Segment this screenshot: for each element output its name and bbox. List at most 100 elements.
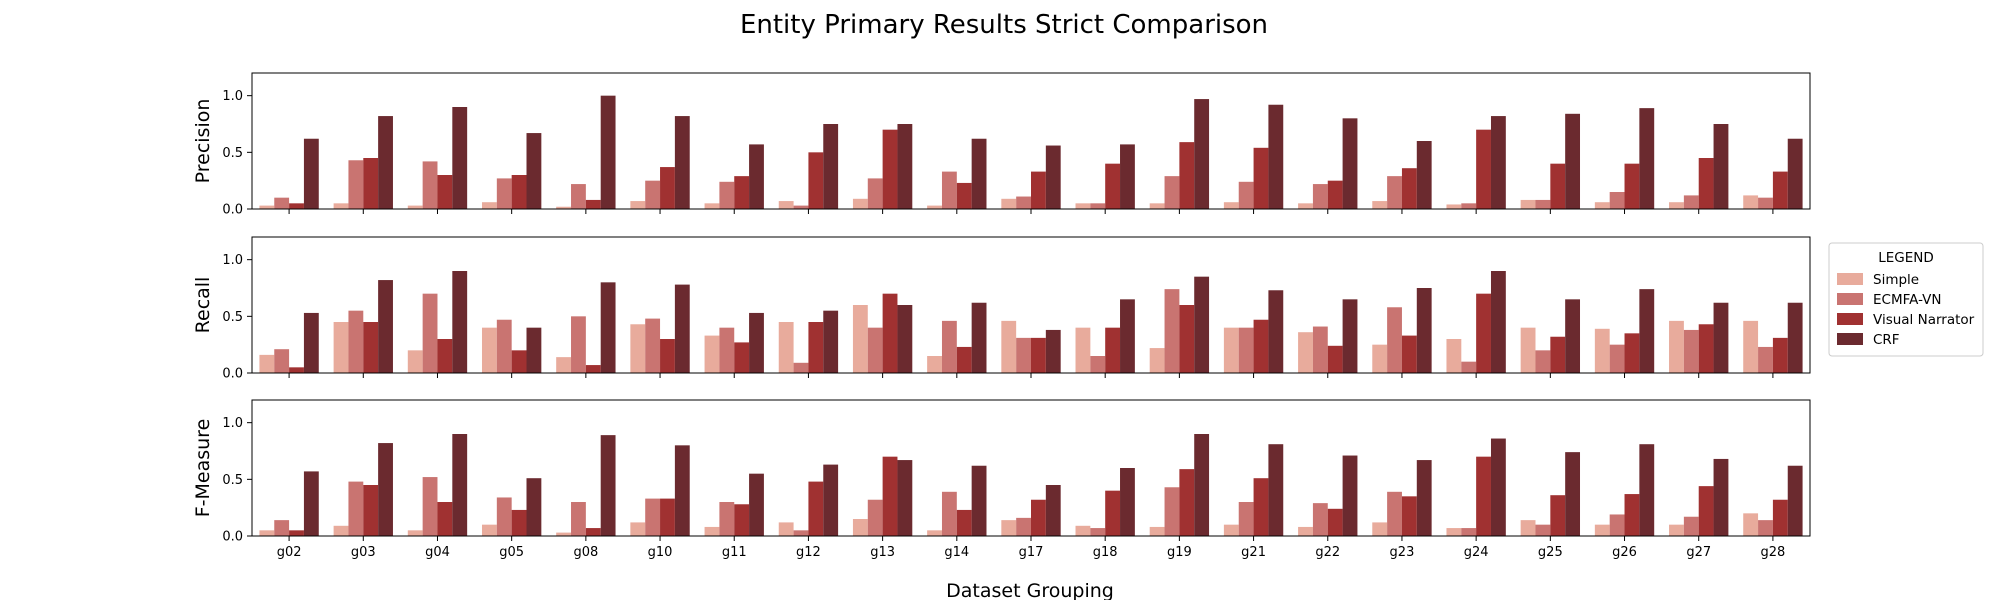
bar-recall-g27-3 bbox=[1713, 302, 1729, 373]
bar-f-measure-g18-0 bbox=[1075, 525, 1091, 536]
bar-precision-g02-0 bbox=[259, 205, 275, 209]
bar-recall-g05-0 bbox=[481, 327, 497, 373]
bar-f-measure-g08-1 bbox=[571, 502, 586, 536]
bar-precision-g11-1 bbox=[719, 181, 735, 209]
bar-f-measure-g21-0 bbox=[1223, 524, 1239, 536]
bar-precision-g24-2 bbox=[1476, 129, 1491, 209]
bar-precision-g05-0 bbox=[481, 202, 497, 209]
panel-precision: 0.0 0.5 1.0 Precision bbox=[192, 72, 1811, 218]
bar-f-measure-g27-2 bbox=[1698, 486, 1714, 536]
y-tick-label: 0.5 bbox=[222, 473, 243, 488]
bar-recall-g10-3 bbox=[674, 284, 690, 373]
bar-f-measure-g13-2 bbox=[882, 456, 898, 536]
bar-precision-g03-3 bbox=[378, 116, 393, 209]
bar-f-measure-g08-3 bbox=[600, 435, 616, 536]
x-tick-label: g18 bbox=[1093, 545, 1118, 560]
bar-recall-g24-1 bbox=[1461, 361, 1477, 373]
legend-box bbox=[1828, 242, 1984, 357]
bar-precision-g05-1 bbox=[496, 178, 512, 209]
bar-precision-g08-0 bbox=[556, 206, 572, 209]
bar-precision-g11-3 bbox=[749, 144, 764, 209]
bar-precision-g26-3 bbox=[1639, 108, 1655, 209]
bar-f-measure-g17-3 bbox=[1045, 485, 1061, 536]
bar-precision-g08-2 bbox=[585, 199, 601, 209]
bar-precision-g23-1 bbox=[1387, 176, 1402, 209]
bar-recall-g24-0 bbox=[1446, 339, 1462, 373]
bar-f-measure-g13-3 bbox=[897, 460, 913, 536]
bar-f-measure-g10-1 bbox=[645, 498, 661, 536]
bar-precision-g28-1 bbox=[1758, 197, 1773, 209]
bar-f-measure-g05-0 bbox=[481, 524, 497, 536]
x-tick-label: g13 bbox=[870, 545, 895, 560]
x-tick-label: g04 bbox=[425, 545, 450, 560]
bar-precision-g05-3 bbox=[526, 133, 542, 209]
bar-precision-g22-3 bbox=[1342, 118, 1358, 209]
bar-recall-g19-2 bbox=[1179, 305, 1195, 373]
bar-f-measure-g22-3 bbox=[1342, 455, 1358, 536]
bar-f-measure-g02-1 bbox=[274, 520, 290, 536]
chart-legend: LEGEND Simple ECMFA-VN Visual Narrator CRF bbox=[1828, 242, 1984, 357]
bar-precision-g21-3 bbox=[1268, 104, 1284, 209]
bar-precision-g27-0 bbox=[1669, 202, 1684, 209]
bar-recall-g02-0 bbox=[259, 354, 275, 373]
bar-precision-g13-3 bbox=[897, 124, 913, 209]
bar-recall-g14-3 bbox=[971, 302, 987, 373]
bar-recall-g27-0 bbox=[1669, 320, 1684, 373]
bar-f-measure-g02-3 bbox=[303, 471, 319, 536]
bar-recall-g18-1 bbox=[1090, 356, 1106, 373]
bar-precision-g18-1 bbox=[1090, 203, 1106, 209]
bar-recall-g11-0 bbox=[704, 335, 720, 373]
bar-f-measure-g08-0 bbox=[556, 532, 572, 536]
bar-precision-g24-1 bbox=[1461, 203, 1477, 209]
bar-recall-g13-0 bbox=[852, 305, 868, 373]
bar-precision-g11-2 bbox=[734, 176, 750, 209]
bar-recall-g22-3 bbox=[1342, 299, 1358, 373]
y-axis-label: F-Measure bbox=[192, 419, 214, 518]
bar-precision-g23-0 bbox=[1372, 201, 1388, 209]
bar-f-measure-g23-1 bbox=[1387, 491, 1402, 536]
bar-precision-g28-3 bbox=[1787, 138, 1803, 209]
bar-f-measure-g04-3 bbox=[452, 434, 468, 536]
bar-precision-g22-1 bbox=[1312, 184, 1328, 209]
bar-f-measure-g14-3 bbox=[971, 465, 987, 536]
bar-precision-g03-2 bbox=[363, 158, 379, 209]
bar-precision-g19-0 bbox=[1149, 203, 1165, 209]
bar-precision-g24-0 bbox=[1446, 204, 1462, 209]
bar-precision-g14-0 bbox=[927, 205, 942, 209]
bar-recall-g19-1 bbox=[1164, 289, 1180, 373]
x-tick-label: g05 bbox=[499, 545, 524, 560]
bar-recall-g02-1 bbox=[274, 349, 290, 373]
bar-f-measure-g04-0 bbox=[407, 530, 423, 536]
bar-precision-g10-1 bbox=[645, 180, 661, 209]
bar-precision-g10-3 bbox=[674, 116, 690, 209]
bar-f-measure-g10-2 bbox=[660, 498, 675, 536]
bar-recall-g22-2 bbox=[1327, 345, 1343, 373]
bar-f-measure-g19-2 bbox=[1179, 469, 1195, 536]
bar-precision-g12-3 bbox=[823, 124, 839, 209]
bar-precision-g21-2 bbox=[1253, 147, 1269, 209]
bar-f-measure-g11-2 bbox=[734, 504, 750, 536]
bar-precision-g28-2 bbox=[1772, 171, 1788, 209]
bar-precision-g21-0 bbox=[1223, 202, 1239, 209]
bar-recall-g25-1 bbox=[1535, 350, 1551, 373]
bar-f-measure-g21-2 bbox=[1253, 478, 1269, 536]
bar-precision-g13-2 bbox=[882, 129, 898, 209]
bar-precision-g17-0 bbox=[1001, 198, 1017, 209]
x-tick-label: g22 bbox=[1315, 545, 1340, 560]
bar-f-measure-g24-3 bbox=[1490, 438, 1506, 536]
bar-f-measure-g27-3 bbox=[1713, 458, 1729, 536]
bar-f-measure-g04-1 bbox=[422, 477, 438, 536]
y-axis-label: Precision bbox=[192, 99, 214, 184]
bar-recall-g24-3 bbox=[1490, 271, 1506, 373]
bar-recall-g10-1 bbox=[645, 318, 661, 373]
bar-precision-g02-3 bbox=[303, 138, 319, 209]
bar-recall-g23-3 bbox=[1416, 288, 1432, 373]
bar-recall-g21-1 bbox=[1238, 327, 1254, 373]
bar-precision-g14-2 bbox=[956, 182, 972, 209]
bar-precision-g13-1 bbox=[867, 178, 883, 209]
bar-precision-g04-0 bbox=[407, 205, 423, 209]
x-tick-label: g14 bbox=[944, 545, 969, 560]
bar-f-measure-g03-1 bbox=[348, 481, 364, 536]
bar-recall-g17-1 bbox=[1016, 337, 1031, 373]
y-tick-label: 0.5 bbox=[222, 146, 243, 161]
